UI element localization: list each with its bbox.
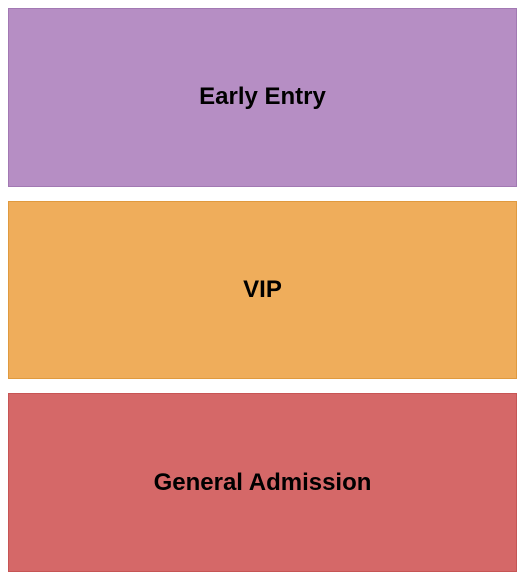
- seating-section-early-entry: Early Entry: [8, 8, 517, 187]
- seating-section-general-admission: General Admission: [8, 393, 517, 572]
- section-label: VIP: [243, 276, 282, 304]
- section-label: Early Entry: [199, 83, 326, 111]
- section-label: General Admission: [154, 469, 372, 497]
- seating-section-vip: VIP: [8, 201, 517, 380]
